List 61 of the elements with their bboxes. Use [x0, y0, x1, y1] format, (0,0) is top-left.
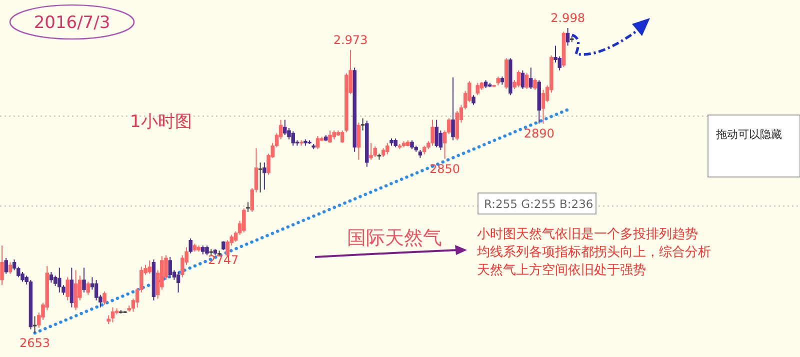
- annotation: 国际天然气: [347, 227, 442, 249]
- text: 拖动可以隐藏: [715, 128, 782, 141]
- candlestick: [74, 270, 78, 311]
- annotation: 2.973: [333, 32, 368, 47]
- candlestick: [434, 119, 438, 148]
- candlestick: [360, 118, 365, 131]
- candlestick: [386, 142, 390, 155]
- candlestick: [188, 238, 192, 254]
- candlestick: [242, 208, 246, 233]
- candlestick: [524, 72, 529, 90]
- chart-title: 2016/7/3: [34, 13, 110, 33]
- candlestick: [53, 275, 58, 287]
- candlestick: [86, 281, 90, 296]
- candlestick: [369, 142, 373, 160]
- candlestick: [32, 316, 37, 334]
- annotation: 2890: [524, 126, 554, 140]
- candlestick: [472, 94, 476, 106]
- candlestick: [0, 244, 4, 286]
- candlestick: [102, 291, 106, 306]
- candlestick: [316, 135, 320, 150]
- candlestick: [49, 272, 54, 284]
- candlestick: [66, 276, 70, 301]
- candlestick: [356, 122, 361, 160]
- candlestick: [438, 130, 443, 150]
- candlestick: [70, 267, 74, 308]
- annotation: 2653: [20, 336, 50, 350]
- candlestick: [328, 130, 332, 144]
- candlestick: [8, 262, 12, 274]
- candlestick: [4, 257, 8, 274]
- candlestick: [283, 119, 287, 136]
- candlestick: [262, 162, 266, 190]
- candlestick: [110, 306, 115, 323]
- candlestick: [541, 89, 546, 124]
- candlestick: [533, 78, 537, 90]
- candlestick: [246, 202, 250, 212]
- candlestick: [520, 70, 525, 90]
- candlestick: [373, 146, 377, 158]
- candlestick: [176, 272, 180, 293]
- candlestick: [566, 28, 570, 46]
- annotation: 小时图天然气依旧是一个多投排列趋势: [477, 227, 698, 242]
- title: 2016/7/3: [9, 4, 135, 40]
- candlestick: [94, 279, 98, 301]
- candlestick: [205, 244, 209, 256]
- candlestick: [291, 130, 295, 146]
- candlestick: [451, 76, 455, 141]
- candlestick: [476, 82, 480, 96]
- candlestick: [58, 267, 62, 293]
- candlestick: [516, 70, 520, 88]
- candlestick: [82, 267, 86, 293]
- annotation: 均线系列各项指标都拐头向上，综合分析: [476, 245, 711, 260]
- annotation: R:255 G:255 B:236: [484, 197, 594, 211]
- annotation: 1小时图: [130, 112, 192, 132]
- candlestick: [529, 67, 533, 90]
- candlestick: [168, 256, 172, 279]
- candlestick: [258, 162, 262, 193]
- candlestick: [148, 260, 152, 274]
- annotation: 2.998: [550, 11, 585, 25]
- annotation: 天然气上方空间依旧处于强势: [477, 262, 646, 278]
- annotation: 2850: [430, 162, 460, 176]
- annotation: 2747: [208, 253, 239, 268]
- candlestick: [430, 119, 434, 146]
